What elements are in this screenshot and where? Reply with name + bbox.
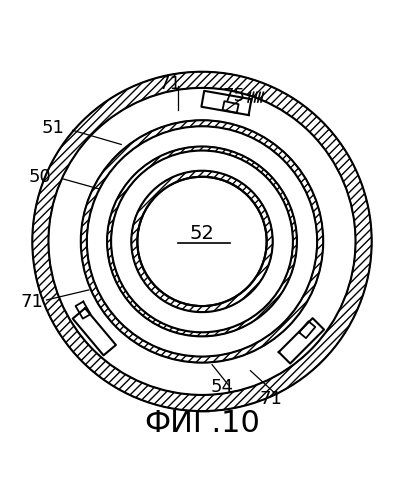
Polygon shape: [76, 301, 90, 319]
PathPatch shape: [107, 147, 297, 336]
Text: 71: 71: [259, 390, 282, 408]
Polygon shape: [223, 101, 239, 113]
Text: 52: 52: [189, 224, 215, 243]
Polygon shape: [299, 321, 315, 338]
Text: 75: 75: [223, 87, 246, 105]
Text: ФИГ.10: ФИГ.10: [144, 409, 260, 438]
PathPatch shape: [131, 171, 273, 312]
Circle shape: [137, 177, 267, 306]
Text: 51: 51: [41, 119, 64, 137]
Text: 71: 71: [158, 75, 181, 93]
PathPatch shape: [81, 120, 323, 363]
Text: 50: 50: [29, 168, 52, 186]
PathPatch shape: [32, 72, 372, 411]
Text: 71: 71: [21, 293, 44, 311]
Text: 54: 54: [211, 378, 234, 396]
